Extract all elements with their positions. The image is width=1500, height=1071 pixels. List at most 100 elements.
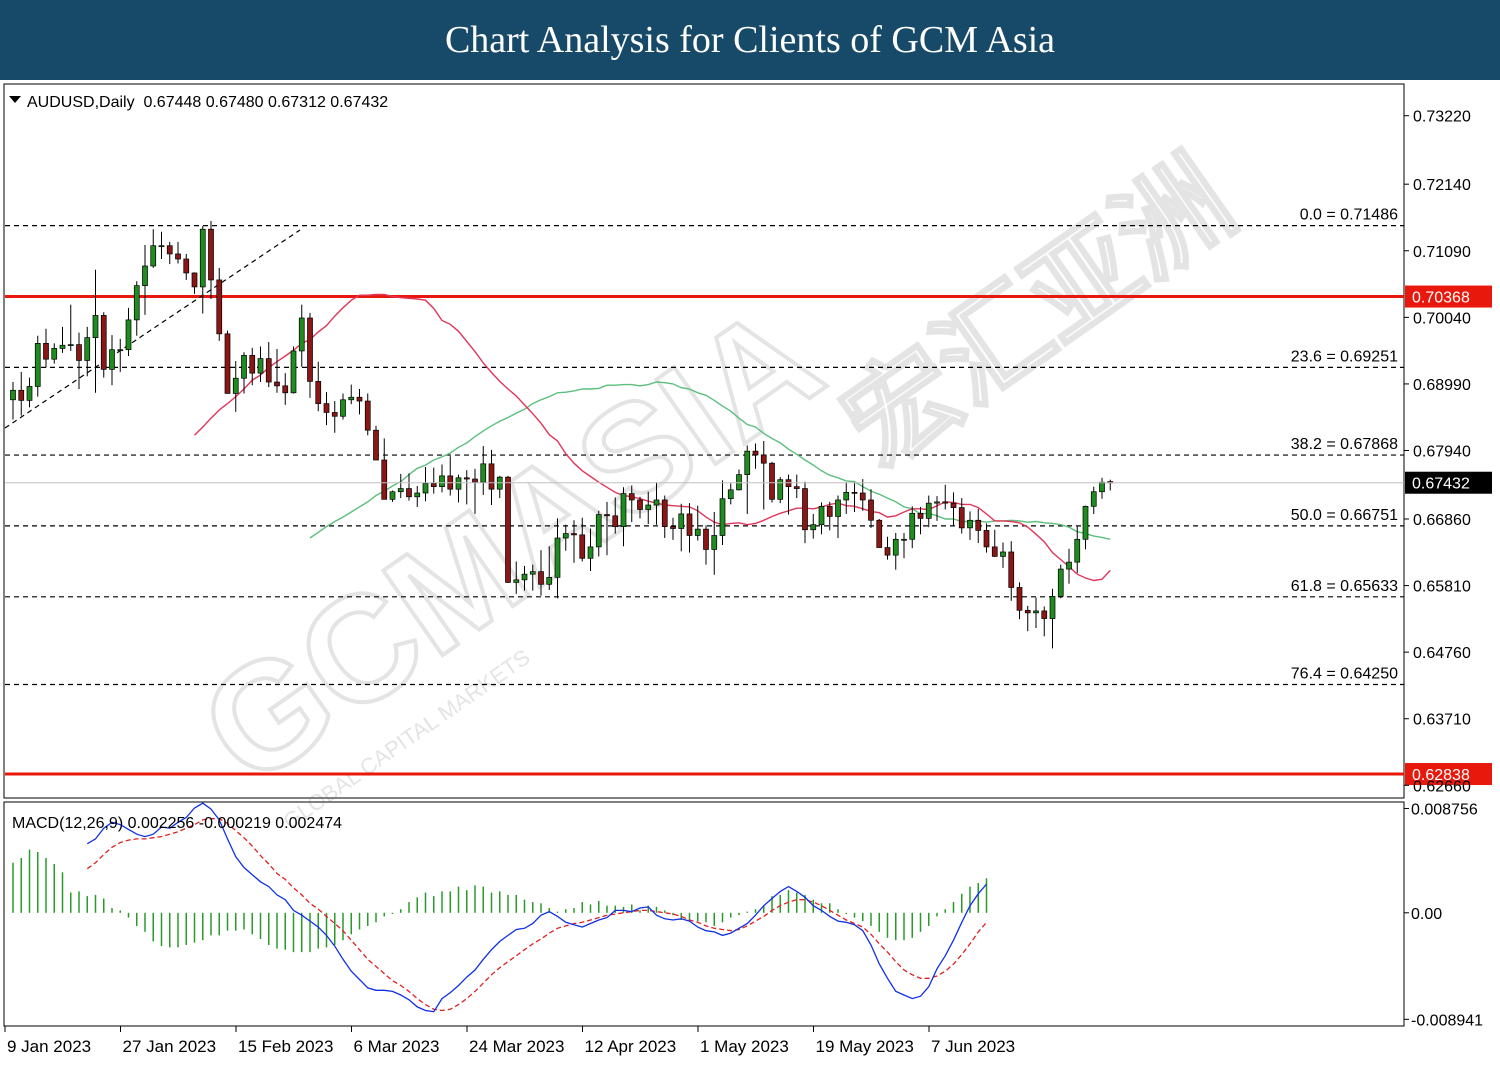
candle-body — [703, 528, 709, 550]
candle-body — [942, 501, 949, 504]
candle-body — [835, 499, 841, 517]
y-tick-label: 0.66860 — [1413, 512, 1471, 529]
candle-body — [290, 350, 297, 394]
candle-body — [323, 403, 330, 413]
candle-body — [430, 483, 437, 488]
candle-body — [142, 265, 148, 286]
candle-body — [670, 526, 676, 529]
candle-body — [1090, 491, 1097, 507]
candle-body — [851, 492, 858, 494]
candle-body — [100, 315, 107, 370]
candle-body — [1082, 505, 1089, 540]
candle-body — [125, 319, 132, 351]
candle-body — [843, 492, 850, 501]
date-axis: 9 Jan 2023 27 Jan 2023 15 Feb 2023 6 Mar 20… — [4, 1026, 1015, 1056]
candle-body — [645, 504, 652, 510]
fib-label: 23.6 = 0.69251 — [1291, 348, 1398, 365]
chart-area: GCMASIA GLOBAL CAPITAL MARKETS 宏汇亚洲 0.0 … — [3, 83, 1492, 1056]
fib-label: 50.0 = 0.66751 — [1291, 507, 1398, 524]
dropdown-triangle-icon[interactable] — [9, 96, 21, 103]
candle-body — [604, 514, 610, 517]
candle-body — [513, 579, 520, 583]
macd-indicator: 0.008756 0.00 -0.008941 — [12, 801, 1483, 1029]
candle-body — [587, 546, 594, 559]
current-price-label: 0.67432 — [1412, 476, 1470, 493]
candle-body — [727, 489, 734, 500]
candle-body — [546, 576, 553, 585]
macd-panel-frame — [3, 801, 1405, 1027]
candle-body — [389, 491, 396, 500]
y-tick-label: 0.67940 — [1413, 444, 1471, 461]
candle-body — [818, 505, 825, 526]
level-tag-label: 0.70368 — [1412, 290, 1470, 307]
y-tick-label: 0.68990 — [1413, 377, 1471, 394]
candle-body — [1000, 551, 1006, 557]
candle-body — [967, 519, 973, 529]
candle-body — [868, 499, 874, 521]
candle-body — [10, 389, 16, 401]
candle-body — [884, 547, 891, 556]
candle-body — [571, 533, 577, 536]
fib-label: 38.2 = 0.67868 — [1291, 436, 1398, 453]
y-tick-label: 0.72140 — [1413, 177, 1471, 194]
candle-body — [117, 349, 124, 352]
candle-body — [876, 519, 883, 548]
y-tick-label: 0.73220 — [1413, 109, 1471, 126]
candle-body — [216, 279, 223, 335]
candle-body — [694, 528, 701, 536]
candle-body — [488, 463, 495, 490]
fib-label: 0.0 = 0.71486 — [1300, 207, 1398, 224]
candle-body — [620, 493, 627, 527]
candle-body — [777, 479, 784, 500]
candle-body — [1049, 596, 1056, 619]
candle-body — [265, 358, 272, 383]
candle-body — [991, 546, 998, 557]
candle-body — [628, 493, 635, 501]
x-tick-label: 7 Jun 2023 — [931, 1037, 1015, 1056]
candle-body — [1024, 609, 1031, 614]
candle-body — [84, 337, 91, 361]
main-chart-frame — [3, 83, 1405, 799]
candle-body — [439, 475, 445, 488]
macd-label: MACD(12,26,9) 0.002256 -0.000219 0.00247… — [12, 815, 342, 832]
candle-body — [315, 381, 322, 404]
candle-body — [744, 450, 751, 475]
candle-body — [736, 474, 742, 491]
current-price: 0.67432 — [5, 471, 1492, 494]
candle-body — [18, 389, 25, 401]
candle-body — [909, 512, 916, 540]
candle-body — [26, 386, 33, 401]
macd-y-tick-label: 0.00 — [1411, 906, 1442, 923]
candle-body — [76, 344, 82, 361]
candle-body — [43, 342, 49, 360]
candle-body — [917, 512, 924, 519]
candle-body — [678, 513, 685, 529]
candle-body — [109, 349, 115, 370]
candle-body — [241, 355, 247, 379]
horizontal-levels: 0.70368 0.62838 — [5, 285, 1492, 786]
candle-body — [150, 245, 157, 267]
candle-body — [414, 492, 421, 498]
candle-body — [1066, 561, 1072, 570]
current-price-tag — [1405, 471, 1492, 494]
candle-body — [166, 245, 173, 255]
candle-body — [950, 502, 957, 508]
candle-body — [59, 344, 66, 349]
candle-body — [356, 396, 363, 402]
candle-body — [538, 571, 544, 585]
symbol-info: AUDUSD,Daily 0.67448 0.67480 0.67312 0.6… — [27, 94, 388, 111]
level-tag — [1405, 285, 1492, 308]
y-tick-label: 0.62660 — [1413, 778, 1471, 795]
x-tick-label: 27 Jan 2023 — [123, 1037, 217, 1056]
level-tag-label: 0.62838 — [1412, 767, 1470, 784]
candle-body — [711, 535, 718, 550]
candle-body — [307, 317, 313, 382]
candle-body — [67, 344, 74, 346]
candle-body — [1074, 538, 1081, 563]
candle-body — [934, 501, 940, 504]
y-tick-label: 0.71090 — [1413, 244, 1471, 261]
level-tag — [1405, 763, 1492, 786]
ma-fast-line — [194, 293, 1111, 582]
candle-body — [810, 524, 817, 531]
candle-body — [505, 476, 511, 583]
